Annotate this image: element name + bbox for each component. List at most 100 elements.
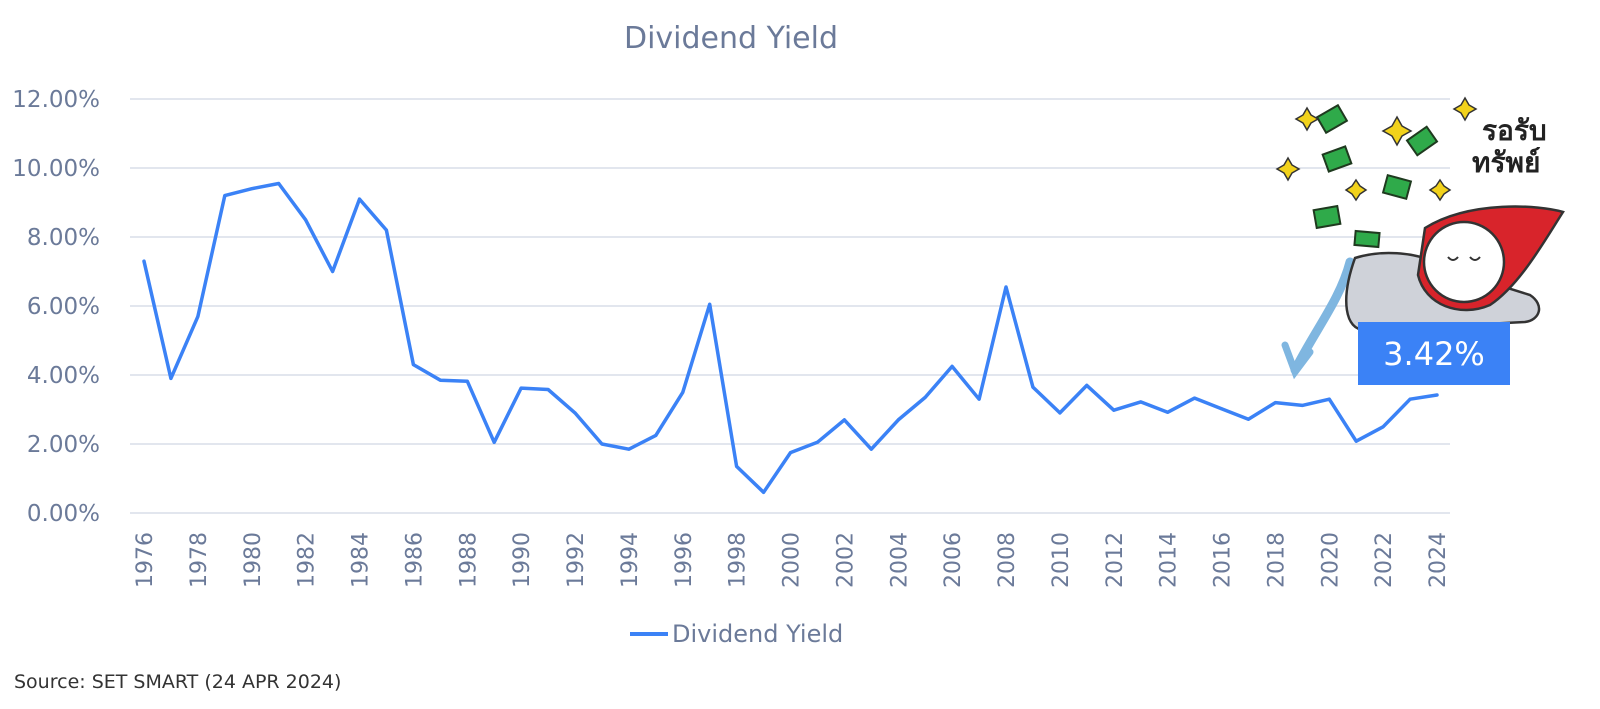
x-tick-label: 2006 [941,532,966,588]
x-tick-label: 2014 [1157,532,1182,588]
sparkle-icon [1275,96,1478,202]
x-tick-label: 2018 [1264,532,1289,588]
y-tick-label: 4.00% [27,363,100,389]
x-tick-label: 2012 [1103,532,1128,588]
legend: Dividend Yield [630,620,843,648]
data-point [627,447,631,451]
data-point [223,194,227,198]
data-point [815,440,819,444]
data-point [1139,400,1143,404]
y-axis-ticks: 0.00% 2.00% 4.00% 6.00% 8.00% 10.00% 12.00% [12,87,100,527]
x-tick-label: 1984 [349,532,374,588]
data-point [573,411,577,415]
data-point [1354,439,1358,443]
data-point [1300,403,1304,407]
y-tick-label: 8.00% [27,225,100,251]
y-tick-label: 2.00% [27,432,100,458]
data-point [1435,393,1439,397]
data-point [250,187,254,191]
x-tick-label: 1976 [133,532,158,588]
money-rain-icon [1312,103,1439,249]
y-tick-label: 12.00% [12,87,100,113]
data-point [411,363,415,367]
data-point [1408,397,1412,401]
x-tick-label: 2022 [1372,532,1397,588]
series-line-dividend-yield [142,181,1439,495]
illustration-caption-1: รอรับ [1482,114,1547,147]
data-point [546,387,550,391]
x-tick-label: 2004 [887,532,912,588]
x-axis-ticks: 1976 1978 1980 1982 1984 1986 1988 1990 1992 1994… [133,532,1451,588]
data-point [1327,397,1331,401]
data-point [1193,396,1197,400]
arrow-icon [1290,257,1355,375]
mascot-face-icon [1422,220,1506,304]
data-point [1220,407,1223,411]
data-point [842,418,846,422]
data-point [600,442,604,446]
x-tick-label: 2010 [1049,532,1074,588]
x-tick-label: 1982 [295,532,320,588]
data-point [1381,425,1385,429]
data-point [142,259,146,263]
data-point [492,440,496,444]
data-point [923,395,927,399]
data-point [519,386,523,390]
data-point [1058,411,1062,415]
data-point [1004,285,1008,289]
chart-title: Dividend Yield [624,21,838,56]
data-point [950,364,954,368]
data-point [465,379,469,383]
x-tick-label: 1998 [726,532,751,588]
x-tick-label: 1992 [564,532,589,588]
callout-label: 3.42% [1383,335,1485,373]
x-tick-label: 1994 [618,532,643,588]
data-point [438,378,442,382]
data-point [762,490,766,494]
x-tick-label: 2020 [1318,532,1343,588]
data-point [358,197,361,201]
illustration-caption-2: ทรัพย์ [1472,146,1540,179]
legend-label: Dividend Yield [672,620,843,648]
data-point [869,447,873,451]
data-point [896,418,900,422]
gridlines [130,98,1450,514]
callout-box [1358,322,1510,385]
data-point [977,397,981,401]
x-tick-label: 1986 [402,532,427,588]
data-point [681,390,685,394]
data-point [196,314,200,318]
data-point [169,376,173,380]
source-note: Source: SET SMART (24 APR 2024) [14,671,341,693]
data-point [304,218,308,222]
data-point [277,182,281,186]
mascot-illustration: รอรับ ทรัพย์ [1275,96,1565,380]
x-tick-label: 1990 [510,532,535,588]
data-point [1112,408,1116,412]
data-point [789,451,792,455]
x-tick-label: 2024 [1426,532,1451,588]
data-point [708,302,712,306]
data-point [1166,410,1170,414]
x-tick-label: 1988 [456,532,481,588]
x-tick-label: 2002 [833,532,858,588]
data-point [331,270,335,273]
y-tick-label: 6.00% [27,294,100,320]
latest-value-callout: 3.42% [1358,322,1510,385]
x-tick-label: 1996 [672,532,697,588]
x-tick-label: 1978 [187,532,212,588]
data-point [735,464,739,468]
data-point [654,433,658,437]
series-points [142,182,1439,494]
x-tick-label: 2016 [1211,532,1236,588]
data-point [1273,401,1277,405]
data-point [1085,383,1089,387]
y-tick-label: 10.00% [12,156,100,182]
data-point [384,228,388,232]
x-tick-label: 1980 [241,532,266,588]
y-tick-label: 0.00% [27,501,100,527]
x-tick-label: 2008 [995,532,1020,588]
data-point [1031,385,1035,389]
x-tick-label: 2000 [780,532,805,588]
